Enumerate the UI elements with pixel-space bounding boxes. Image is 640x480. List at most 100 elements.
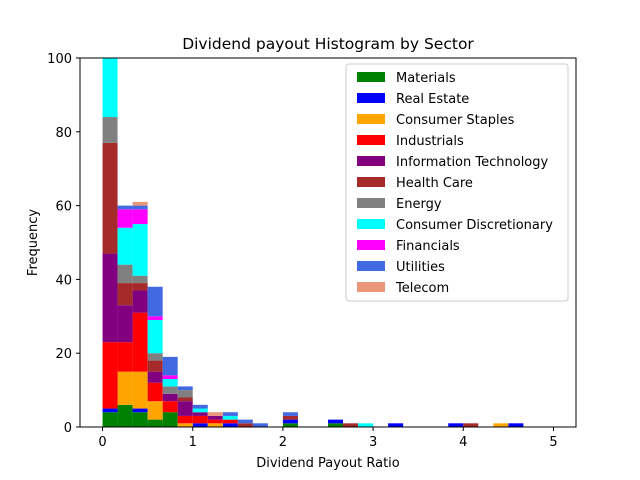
- bar-health-care: [177, 397, 193, 402]
- bar-utilities: [162, 356, 178, 376]
- bar-utilities: [132, 205, 148, 210]
- legend-label: Utilities: [396, 260, 445, 275]
- legend-item-real-estate: Real Estate: [357, 92, 469, 107]
- legend-label: Energy: [396, 197, 442, 212]
- y-tick-label: 40: [55, 273, 72, 288]
- bar-information-technology: [207, 415, 223, 420]
- x-tick-label: 4: [459, 435, 467, 450]
- bar-energy: [147, 353, 163, 361]
- bar-real-estate: [222, 423, 238, 427]
- bar-utilities: [177, 386, 193, 391]
- bar-health-care: [117, 283, 133, 306]
- chart-title: Dividend payout Histogram by Sector: [182, 35, 474, 53]
- plot-frame: [79, 57, 577, 428]
- legend-swatch: [357, 198, 385, 208]
- legend-label: Telecom: [395, 281, 449, 296]
- y-tick-label: 80: [55, 126, 72, 141]
- bar-energy: [162, 386, 178, 394]
- legend-label: Consumer Discretionary: [396, 218, 553, 233]
- legend-item-information-technology: Information Technology: [357, 155, 549, 170]
- bar-information-technology: [177, 401, 193, 416]
- legend: Materials Real Estate Consumer Staples Indu…: [345, 63, 569, 302]
- bar-utilities: [147, 286, 163, 317]
- legend-item-materials: Materials: [357, 71, 456, 86]
- bar-health-care: [237, 423, 253, 427]
- y-tick-label: 0: [64, 421, 72, 436]
- bar-health-care: [463, 423, 479, 427]
- bar-health-care: [343, 423, 359, 427]
- bar-industrials: [207, 419, 223, 424]
- bar-energy: [177, 390, 193, 398]
- bar-consumer-staples: [493, 423, 509, 427]
- bar-energy: [132, 275, 148, 284]
- bar-utilities: [117, 205, 133, 210]
- bar-utilities: [222, 412, 238, 416]
- legend-swatch: [357, 177, 385, 187]
- bar-consumer-discretionary: [358, 423, 374, 427]
- bar-health-care: [282, 415, 298, 420]
- legend-swatch: [357, 261, 385, 271]
- bar-consumer-discretionary: [132, 224, 148, 276]
- bar-financials: [162, 375, 178, 380]
- legend-label: Consumer Staples: [396, 113, 515, 128]
- bar-real-estate: [508, 423, 524, 427]
- x-tick-label: 2: [279, 435, 287, 450]
- legend-swatch: [357, 282, 385, 292]
- bar-information-technology: [132, 290, 148, 313]
- bar-consumer-staples: [207, 423, 223, 427]
- bar-materials: [282, 423, 298, 427]
- legend-label: Health Care: [396, 176, 473, 191]
- bar-utilities: [192, 404, 208, 409]
- bar-materials: [102, 412, 118, 427]
- bar-information-technology: [192, 412, 208, 416]
- bar-real-estate: [448, 423, 464, 427]
- x-tick-label: 1: [189, 435, 197, 450]
- y-axis-label: Frequency: [26, 209, 41, 276]
- bar-health-care: [147, 360, 163, 372]
- bar-energy: [102, 117, 118, 143]
- legend-swatch: [357, 135, 385, 145]
- legend-item-industrials: Industrials: [357, 134, 464, 149]
- legend-box: [345, 63, 569, 302]
- bar-real-estate: [328, 419, 344, 424]
- bar-consumer-discretionary: [102, 58, 118, 118]
- bar-materials: [117, 404, 133, 427]
- bar-telecom: [132, 201, 148, 206]
- bar-real-estate: [192, 423, 208, 427]
- bar-energy: [117, 264, 133, 284]
- bar-consumer-staples: [177, 423, 193, 427]
- bar-financials: [132, 209, 148, 225]
- legend-swatch: [357, 156, 385, 166]
- legend-item-financials: Financials: [357, 239, 460, 254]
- legend-label: Information Technology: [396, 155, 549, 170]
- bar-real-estate: [102, 408, 118, 413]
- bar-information-technology: [117, 305, 133, 343]
- x-tick-label: 3: [369, 435, 377, 450]
- bar-industrials: [102, 342, 118, 409]
- bar-utilities: [237, 419, 253, 424]
- bar-consumer-discretionary: [162, 379, 178, 387]
- legend-swatch: [357, 93, 385, 103]
- bar-consumer-staples: [117, 371, 133, 405]
- bar-real-estate: [388, 423, 404, 427]
- legend-item-consumer-discretionary: Consumer Discretionary: [357, 218, 553, 233]
- legend-swatch: [357, 114, 385, 124]
- bar-industrials: [162, 401, 178, 413]
- bar-telecom: [207, 412, 223, 416]
- x-axis-label: Dividend Payout Ratio: [256, 456, 400, 471]
- bar-materials: [328, 423, 344, 427]
- bar-industrials: [147, 382, 163, 402]
- legend-swatch: [357, 240, 385, 250]
- x-axis: 0 1 2 3 4 5: [98, 427, 558, 450]
- legend-swatch: [357, 72, 385, 82]
- y-tick-label: 100: [47, 52, 72, 67]
- legend-item-utilities: Utilities: [357, 260, 445, 275]
- bar-health-care: [102, 142, 118, 254]
- bar-information-technology: [147, 371, 163, 383]
- y-tick-label: 20: [55, 347, 72, 362]
- bar-industrials: [117, 342, 133, 372]
- legend-item-energy: Energy: [357, 197, 442, 212]
- bar-utilities: [282, 412, 298, 416]
- legend-label: Real Estate: [396, 92, 469, 107]
- bar-real-estate: [132, 408, 148, 413]
